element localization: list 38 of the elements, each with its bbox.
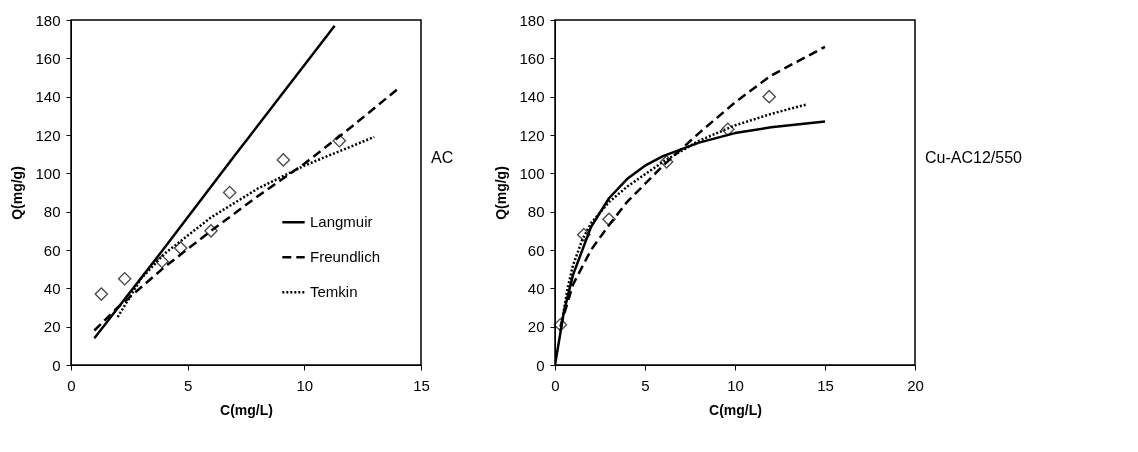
text: Cu-AC12/550	[925, 149, 1023, 166]
y-tick-label: 0	[536, 356, 545, 374]
x-tick-label: 15	[817, 376, 834, 394]
x-tick-label: 10	[296, 376, 314, 394]
y-axis-title: Q(mg/g)	[493, 166, 510, 220]
y-axis-title: Q(mg/g)	[9, 166, 26, 220]
y-tick-label: 100	[519, 164, 545, 182]
y-tick-label: 20	[527, 318, 545, 336]
legend-label: Langmuir	[310, 213, 373, 231]
y-tick-label: 120	[519, 126, 545, 144]
x-axis-title: C(mg/L)	[709, 401, 762, 418]
legend-label: Temkin	[310, 283, 358, 301]
y-tick-label: 60	[527, 241, 545, 259]
y-tick-label: 80	[43, 203, 61, 221]
y-tick-label: 40	[43, 279, 61, 297]
y-tick-label: 180	[519, 11, 545, 29]
y-tick-label: 80	[527, 203, 545, 221]
y-tick-label: 140	[35, 88, 61, 106]
y-tick-label: 40	[527, 279, 545, 297]
y-tick-label: 60	[43, 241, 61, 259]
x-tick-label: 20	[907, 376, 924, 394]
legend-label: Freundlich	[310, 248, 381, 266]
x-tick-label: 0	[67, 376, 76, 394]
x-tick-label: 10	[727, 376, 744, 394]
y-tick-label: 160	[35, 49, 61, 67]
y-tick-label: 100	[35, 164, 61, 182]
y-tick-label: 0	[52, 356, 61, 374]
y-tick-label: 180	[35, 11, 61, 29]
text: AC	[431, 149, 454, 166]
y-tick-label: 20	[43, 318, 61, 336]
y-tick-label: 120	[35, 126, 61, 144]
y-tick-label: 140	[519, 88, 545, 106]
x-tick-label: 15	[413, 376, 430, 394]
x-tick-label: 5	[641, 376, 650, 394]
x-tick-label: 0	[551, 376, 560, 394]
y-tick-label: 160	[519, 49, 545, 67]
x-axis-title: C(mg/L)	[220, 401, 273, 418]
x-tick-label: 5	[183, 376, 193, 394]
